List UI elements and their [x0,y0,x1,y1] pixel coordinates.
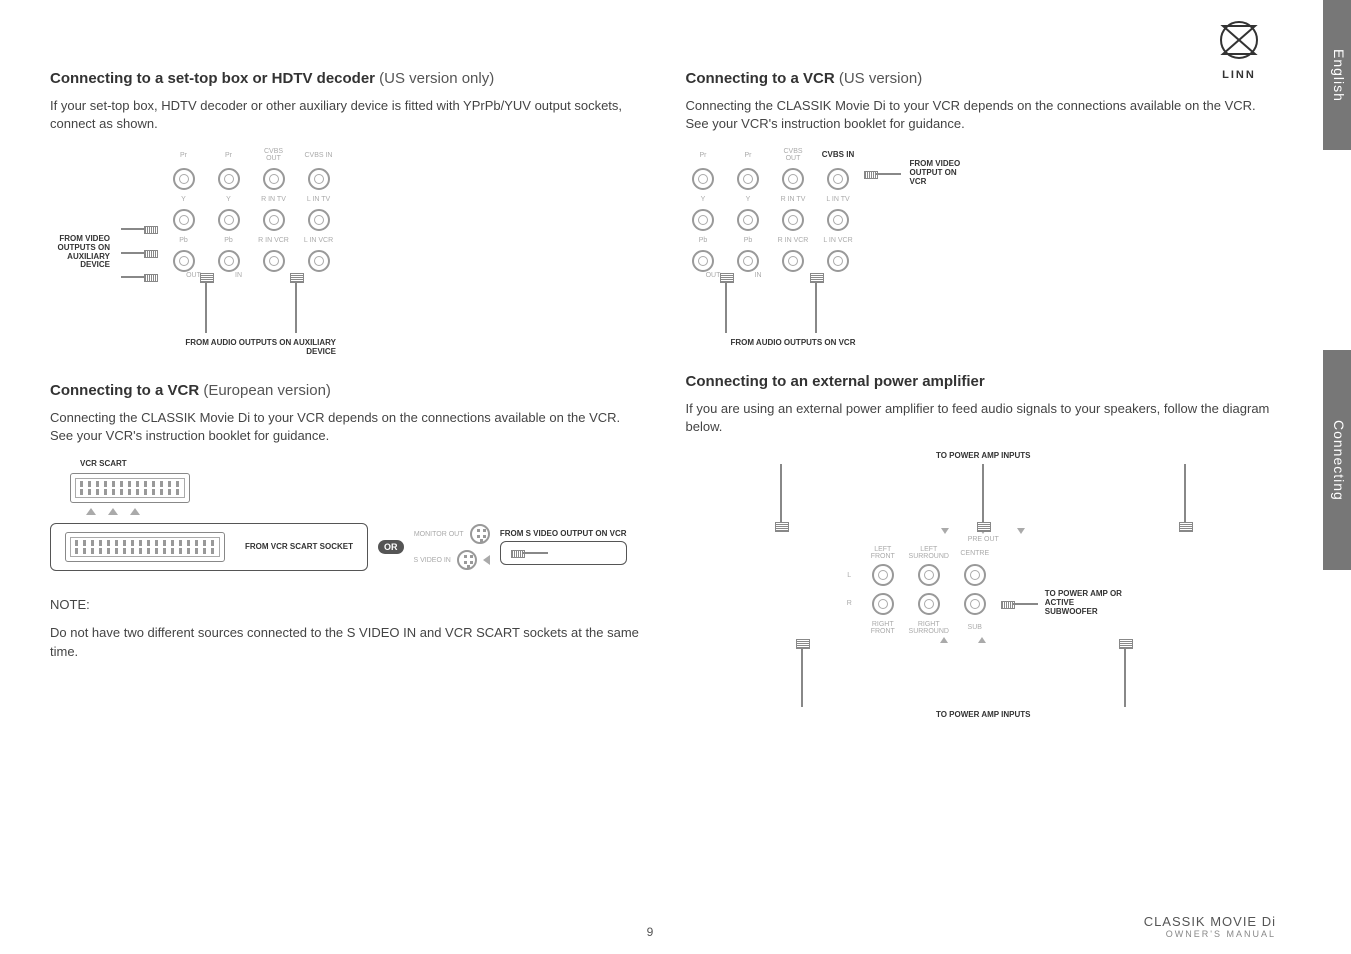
side-tabs: English Connecting [1323,0,1351,954]
plug-icon [118,224,158,234]
plug-icon [864,169,904,179]
sec1-body: If your set-top box, HDTV decoder or oth… [50,97,646,133]
sec1-diagram: FROM VIDEO OUTPUTS ON AUXILIARY DEVICE P… [50,148,646,357]
sec3-right-label: FROM VIDEO OUTPUT ON VCR [910,160,970,186]
sec2-diagram: VCR SCART FROM VCR SCART SOCKET OR MONIT… [50,460,646,571]
sec2-title-bold: Connecting to a VCR [50,382,199,399]
sec3-title-light: (US version) [835,70,923,87]
sec2-note-head: NOTE: [50,596,646,614]
plug-icon [118,248,158,258]
sec2-title-light: (European version) [199,382,331,399]
svideo-icon [457,550,477,570]
sec2-note-body: Do not have two different sources connec… [50,624,646,660]
sec1-title-light: (US version only) [375,70,494,87]
tab-section: Connecting [1323,350,1351,570]
or-badge: OR [378,540,404,554]
brand-text: LINN [1217,69,1261,81]
sec3-title: Connecting to a VCR (US version) [686,70,1282,87]
sec2-title: Connecting to a VCR (European version) [50,382,646,399]
footer-product: CLASSIK MOVIE Di OWNER'S MANUAL [1144,914,1276,939]
sec4-body: If you are using an external power ampli… [686,400,1282,436]
sec2-body: Connecting the CLASSIK Movie Di to your … [50,409,646,445]
plug-icon [1001,599,1041,609]
sec1-bottom-label: FROM AUDIO OUTPUTS ON AUXILIARY DEVICE [166,339,336,357]
sec3-bottom-label: FROM AUDIO OUTPUTS ON VCR [686,339,856,348]
sec1-title: Connecting to a set-top box or HDTV deco… [50,70,646,87]
sec3-body: Connecting the CLASSIK Movie Di to your … [686,97,1282,133]
sec3-title-bold: Connecting to a VCR [686,70,835,87]
brand-logo: LINN [1217,20,1261,81]
plug-icon [118,272,158,282]
sec1-left-label: FROM VIDEO OUTPUTS ON AUXILIARY DEVICE [50,235,110,270]
page-number: 9 [50,925,1250,939]
tab-language: English [1323,0,1351,150]
sec4-title-bold: Connecting to an external power amplifie… [686,373,985,390]
svideo-icon [470,524,490,544]
sec4-title: Connecting to an external power amplifie… [686,373,1282,390]
sec1-title-bold: Connecting to a set-top box or HDTV deco… [50,70,375,87]
sec3-diagram: PrPrCVBS OUTCVBS IN YYR IN TVL IN TV PbP… [686,148,1282,348]
sec4-diagram: TO POWER AMP INPUTS PRE OUT LEFT FRONT L… [686,452,1282,720]
plug-icon [511,548,591,558]
